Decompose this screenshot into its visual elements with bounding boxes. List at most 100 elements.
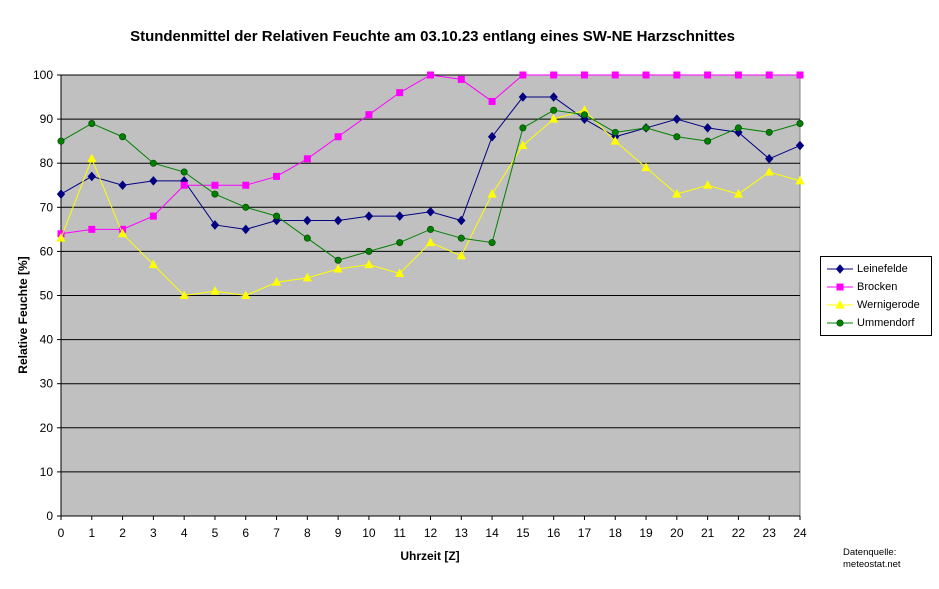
legend-swatch [827,300,853,309]
x-tick-label: 16 [547,526,561,540]
y-tick-label: 100 [33,68,53,82]
data-point-ummendorf [796,120,804,128]
x-tick-label: 18 [609,526,623,540]
legend-swatch [827,319,853,327]
legend-swatch-marker [836,319,844,327]
data-point-ummendorf [611,128,619,136]
data-point-ummendorf [396,239,404,247]
data-point-wernigerode [148,259,159,269]
y-tick-label: 50 [40,289,54,303]
data-point-ummendorf [119,133,127,141]
data-point-ummendorf [550,106,558,114]
data-point-wernigerode [610,136,620,145]
data-point-leinefelde [364,211,374,221]
x-tick-label: 6 [242,526,249,540]
data-point-wernigerode [333,263,343,273]
data-point-ummendorf [704,137,712,145]
data-point-ummendorf [334,256,342,264]
data-point-ummendorf [734,124,742,132]
data-point-leinefelde [487,131,497,142]
x-axis-label: Uhrzeit [Z] [400,549,460,563]
data-point-brocken [796,71,804,79]
data-point-brocken [457,75,465,83]
data-point-ummendorf [303,234,311,242]
data-point-wernigerode [87,153,97,163]
y-tick-label: 60 [40,244,54,258]
data-point-leinefelde [87,171,96,182]
y-tick-label: 20 [40,421,54,435]
data-point-leinefelde [457,215,466,226]
data-point-ummendorf [273,212,281,220]
data-point-ummendorf [642,124,650,132]
data-point-brocken [334,133,342,141]
data-point-ummendorf [580,111,588,119]
x-tick-label: 17 [578,526,592,540]
data-point-leinefelde [765,154,774,164]
legend: Leinefelde Brocken Wernigerode Ummendorf [820,256,932,336]
data-point-wernigerode [672,189,682,198]
data-point-leinefelde [426,206,435,217]
data-point-leinefelde [241,224,250,235]
x-tick-label: 13 [455,526,469,540]
legend-label: Ummendorf [857,317,915,329]
source-value: meteostat.net [843,559,901,570]
data-point-wernigerode [271,277,282,286]
data-point-leinefelde [795,140,805,151]
series-leinefelde [56,92,805,235]
x-tick-label: 21 [701,526,715,540]
data-point-brocken [550,71,558,79]
data-point-ummendorf [765,128,773,136]
data-point-ummendorf [88,120,96,128]
data-point-leinefelde [672,114,681,124]
data-point-wernigerode [518,140,528,150]
chart-title: Stundenmittel der Relativen Feuchte am 0… [130,28,735,45]
legend-label: Leinefelde [857,263,908,275]
y-tick-label: 70 [40,200,54,214]
x-tick-label: 23 [763,526,777,540]
data-point-ummendorf [180,168,188,176]
x-tick-label: 10 [362,526,376,540]
data-point-ummendorf [457,234,465,242]
x-tick-label: 19 [639,526,653,540]
x-tick-label: 14 [485,526,499,540]
data-point-brocken [88,225,96,233]
y-tick-label: 40 [40,333,54,347]
data-point-leinefelde [149,176,158,186]
data-point-leinefelde [118,180,127,191]
data-point-brocken [180,181,188,189]
y-tick-label: 90 [40,112,54,126]
x-tick-label: 7 [273,526,280,540]
data-point-brocken [580,71,588,79]
x-tick-label: 11 [393,526,406,540]
data-point-brocken [396,89,404,97]
data-point-brocken [734,71,742,79]
source-label: Datenquelle: [843,547,897,558]
x-tick-label: 20 [670,526,684,540]
legend-label: Wernigerode [857,299,920,311]
legend-item-wernigerode: Wernigerode [827,297,920,313]
y-tick-label: 80 [40,156,54,170]
data-point-wernigerode [210,286,220,295]
data-point-brocken [242,181,250,189]
data-point-ummendorf [149,159,157,167]
data-point-wernigerode [117,228,128,238]
data-point-leinefelde [210,220,220,230]
y-tick-label: 0 [46,509,53,523]
data-point-wernigerode [702,180,713,189]
data-point-brocken [611,71,619,79]
data-point-leinefelde [703,123,712,133]
data-point-brocken [149,212,157,220]
data-point-leinefelde [56,189,66,199]
legend-swatch-marker [835,264,845,274]
data-point-wernigerode [241,290,251,299]
data-point-brocken [488,97,496,105]
data-point-wernigerode [795,175,805,185]
data-point-brocken [704,71,712,79]
data-point-leinefelde [518,92,528,102]
data-point-leinefelde [395,211,404,221]
data-point-wernigerode [733,189,744,198]
series-ummendorf [57,106,804,264]
data-point-ummendorf [519,124,527,132]
